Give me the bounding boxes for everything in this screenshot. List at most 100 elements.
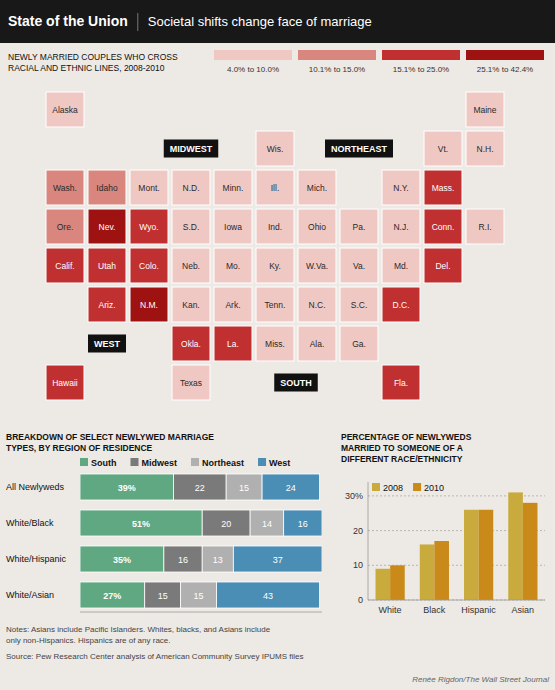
legend: 20082010 — [372, 483, 444, 493]
x-axis-line — [80, 612, 322, 613]
legend-swatch — [258, 458, 266, 466]
x-tick-label: Hispanic — [461, 605, 496, 615]
bar — [479, 510, 494, 600]
state-label: N.D. — [183, 183, 200, 193]
state-label: N.C. — [309, 300, 326, 310]
chart-title: MARRIED TO SOMEONE OF A — [341, 443, 463, 453]
page-title: State of the Union — [8, 13, 128, 29]
region-label: MIDWEST — [164, 140, 219, 158]
data-label: 16 — [178, 555, 188, 565]
legend-label: 15.1% to 25.0% — [393, 65, 449, 74]
legend-swatch — [382, 50, 460, 60]
state-tile — [214, 326, 252, 361]
bar-segment — [145, 582, 181, 608]
state-label: Md. — [394, 261, 408, 271]
state-label: Conn. — [432, 222, 455, 232]
state-tile — [130, 209, 168, 244]
state-label: W.Va. — [306, 261, 328, 271]
legend-label: 2010 — [424, 483, 444, 493]
state-tile — [382, 365, 420, 400]
region-label-box — [274, 374, 318, 392]
data-label: 37 — [273, 555, 283, 565]
bar-segment — [202, 546, 233, 572]
state-tile — [46, 170, 84, 205]
tiles: Wash.Ore.Calif.Nev.IdahoMont.UtahAriz.Wy… — [46, 92, 504, 400]
legend-swatch — [372, 483, 380, 491]
tile-map: NEWLY MARRIED COUPLES WHO CROSSRACIAL AN… — [8, 50, 544, 400]
region-label-text: WEST — [94, 339, 121, 349]
state-label: Idaho — [96, 183, 118, 193]
data-label: 15 — [158, 591, 168, 601]
y-tick-label: 30% — [345, 491, 363, 501]
legend-swatch — [298, 50, 376, 60]
legend-swatch — [214, 50, 292, 60]
state-label: Calif. — [55, 261, 74, 271]
state-label: Ark. — [225, 300, 240, 310]
note: only non-Hispanics. Hispanics are of any… — [6, 636, 171, 645]
legend-label: South — [91, 458, 117, 468]
state-tile — [382, 248, 420, 283]
state-label: Iowa — [224, 222, 242, 232]
x-tick-label: Black — [423, 605, 446, 615]
state-label: Nev. — [99, 222, 116, 232]
legend-swatch — [131, 458, 139, 466]
state-tile — [256, 326, 294, 361]
grouped-bar-chart: PERCENTAGE OF NEWLYWEDSMARRIED TO SOMEON… — [341, 432, 545, 615]
state-label: Mich. — [307, 183, 327, 193]
state-label: Kan. — [182, 300, 200, 310]
state-tile — [130, 170, 168, 205]
state-tile — [256, 209, 294, 244]
state-tile — [130, 287, 168, 322]
category-label: All Newlyweds — [6, 482, 65, 492]
bar-segment — [80, 546, 164, 572]
state-tile — [214, 287, 252, 322]
state-tile — [172, 170, 210, 205]
region-label-box — [164, 140, 219, 158]
state-label: Ala. — [310, 339, 325, 349]
data-label: 14 — [262, 519, 272, 529]
state-tile — [46, 92, 84, 127]
state-label: Mo. — [226, 261, 240, 271]
region-label-text: NORTHEAST — [331, 144, 388, 154]
state-label: Hawaii — [52, 378, 78, 388]
category-label: White/Black — [6, 518, 54, 528]
state-label: N.M. — [140, 300, 158, 310]
state-tile — [214, 209, 252, 244]
state-label: Mass. — [432, 183, 455, 193]
state-label: Mont. — [138, 183, 159, 193]
bar — [523, 503, 538, 600]
credit: Renée Rigdon/The Wall Street Journal — [412, 675, 549, 684]
bar-segment — [80, 474, 173, 500]
state-label: Minn. — [223, 183, 244, 193]
state-label: Va. — [353, 261, 365, 271]
state-tile — [46, 248, 84, 283]
bar-segment — [202, 510, 250, 536]
data-labels: 39%22152451%20141635%16133727%151543 — [103, 483, 308, 601]
background — [0, 0, 555, 690]
grid-line — [368, 600, 545, 601]
state-label: Del. — [435, 261, 450, 271]
category-label: White/Asian — [6, 590, 54, 600]
state-tile — [466, 92, 504, 127]
bar-segment — [173, 474, 226, 500]
state-tile — [256, 248, 294, 283]
chart-title: PERCENTAGE OF NEWLYWEDS — [341, 432, 472, 442]
bar — [464, 510, 479, 600]
state-label: Utah — [98, 261, 116, 271]
data-label: 43 — [263, 591, 273, 601]
chart-title: TYPES, BY REGION OF RESIDENCE — [6, 443, 153, 453]
state-label: N.H. — [477, 144, 494, 154]
data-label: 24 — [286, 483, 296, 493]
bar-segment — [181, 582, 217, 608]
legend-label: 10.1% to 15.0% — [309, 65, 365, 74]
state-tile — [214, 248, 252, 283]
state-label: Alaska — [52, 105, 78, 115]
data-label: 51% — [132, 519, 150, 529]
state-label: Ind. — [268, 222, 282, 232]
state-label: R.I. — [478, 222, 491, 232]
bar-segment — [284, 510, 322, 536]
header-bar — [0, 0, 555, 43]
bar — [434, 541, 449, 600]
state-tile — [382, 287, 420, 322]
y-axis: 0102030% — [345, 482, 545, 605]
